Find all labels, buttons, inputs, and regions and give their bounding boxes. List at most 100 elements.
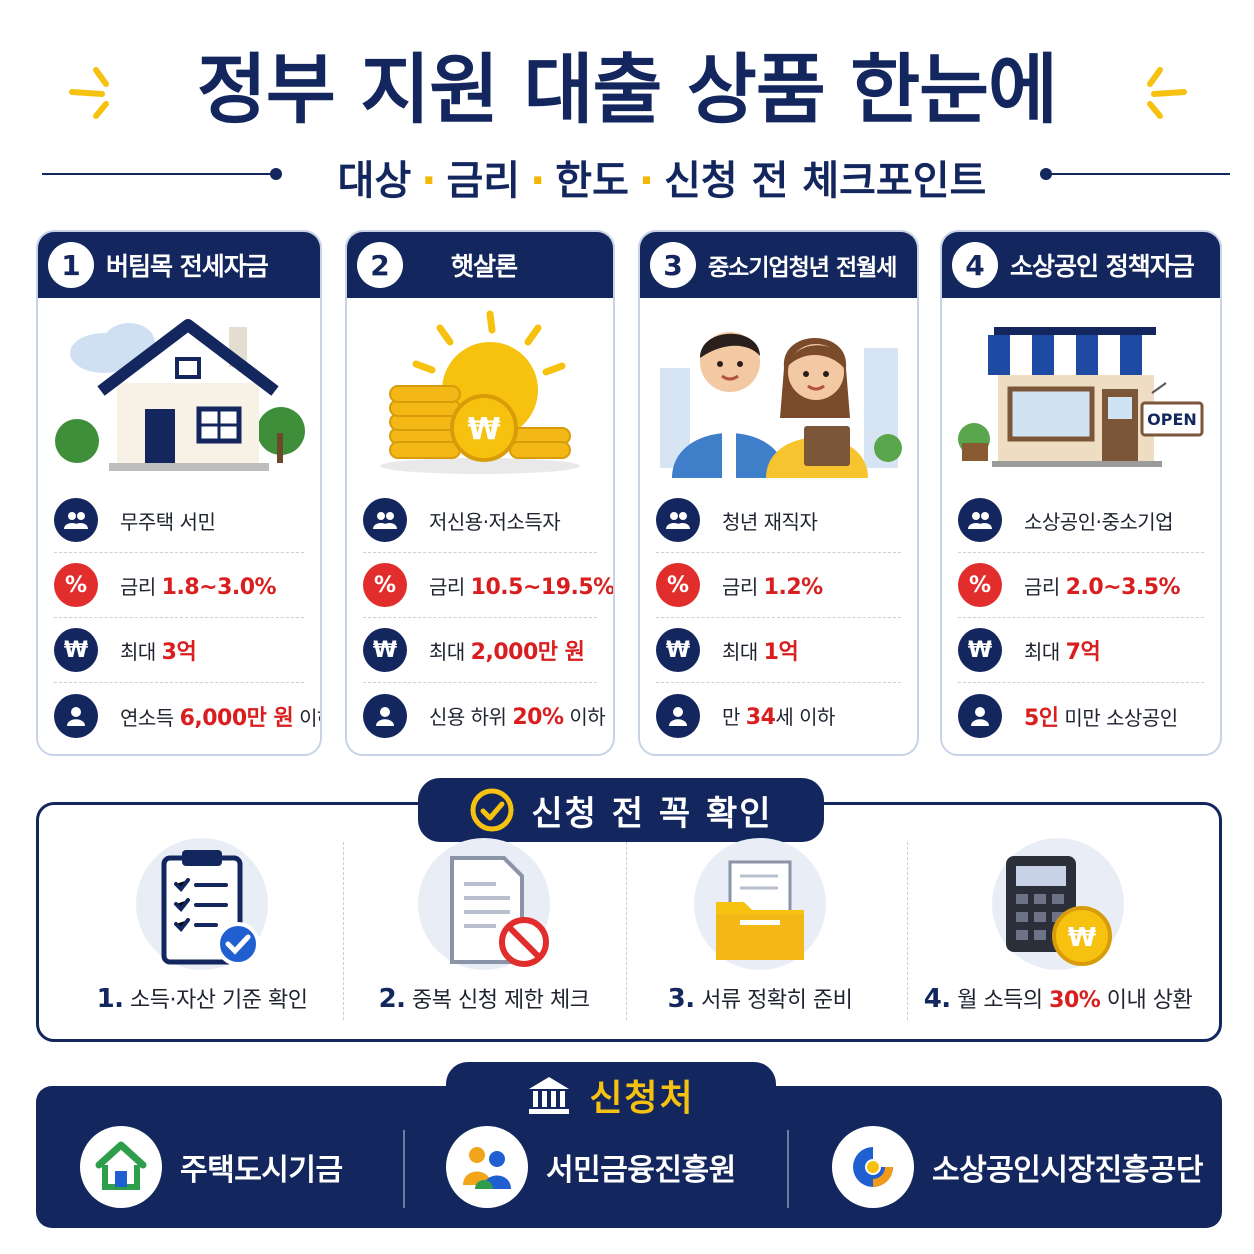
card-title: 소상공인 정책자금 [1010, 252, 1195, 281]
coins-sun-icon: ₩ [380, 310, 580, 474]
card-row-target: 무주택 서민 [54, 488, 304, 553]
row-text: 금리 [120, 574, 162, 599]
row-text: 최대 [1024, 640, 1066, 664]
row-highlight: 1.2% [763, 574, 824, 600]
subtitle-line-right [1048, 173, 1230, 175]
checklist-highlight: 30% [1049, 988, 1101, 1013]
row-text: 금리 [429, 574, 471, 599]
card-row-condition: 연소득 6,000만 원 이하 [54, 683, 320, 748]
checklist-divider [343, 842, 344, 1020]
row-highlight: 1억 [763, 640, 799, 665]
card-title: 햇살론 [451, 252, 518, 281]
product-card-2: 2 햇살론 ₩ 저신용 [345, 230, 615, 756]
checklist-number: 1. [96, 984, 124, 1014]
row-text: 최대 [722, 640, 764, 664]
card-header: 4 소상공인 정책자금 [942, 232, 1220, 298]
agency-name: 서민금융진흥원 [546, 1153, 736, 1188]
sparkle-right-icon [1147, 67, 1187, 119]
card-row-limit: ₩ 최대 7억 [958, 618, 1204, 683]
row-highlight: 1.8~3.0% [161, 574, 277, 600]
checklist-text: 소득·자산 기준 확인 [130, 988, 308, 1013]
card-header: 3 중소기업청년 전월세 [640, 232, 917, 298]
house-icon [55, 319, 305, 471]
folder-document-icon [716, 860, 804, 960]
card-row-target: 청년 재직자 [656, 488, 901, 553]
checklist-text: 중복 신청 제한 체크 [412, 988, 590, 1013]
bank-icon [529, 1077, 570, 1114]
subtitle-dot-left [270, 168, 282, 180]
users-icon [54, 498, 98, 542]
card-row-limit: ₩ 최대 2,000만 원 [363, 618, 597, 683]
won-icon: ₩ [958, 628, 1002, 672]
calculator-coin-icon: ₩ [1006, 856, 1112, 966]
percent-icon: % [656, 563, 700, 607]
card-number: 3 [650, 242, 696, 288]
agency-kinfa[interactable]: 서민금융진흥원 [446, 1124, 736, 1210]
card-row-condition: 5인 미만 소상공인 [958, 683, 1204, 748]
checklist-title: 신청 전 꼭 확인 [531, 793, 773, 834]
checklist-header: 신청 전 꼭 확인 [418, 778, 824, 842]
subtitle-separator: · [421, 158, 437, 204]
swirl-logo-icon [832, 1126, 914, 1208]
won-icon: ₩ [363, 628, 407, 672]
subtitle-row: 대상 · 금리 · 한도 · 신청 전 체크포인트 [42, 148, 1230, 204]
checklist-text-suffix: 이내 상환 [1100, 988, 1193, 1013]
card-row-condition: 만 34세 이하 [656, 683, 901, 748]
row-text-suffix: 세 이하 [775, 705, 835, 729]
row-text: 최대 [429, 640, 471, 664]
card-number: 1 [48, 242, 94, 288]
page-title: 정부 지원 대출 상품 한눈에 [197, 45, 1058, 134]
checklist-number: 4. [923, 984, 951, 1014]
subtitle: 대상 · 금리 · 한도 · 신청 전 체크포인트 [292, 148, 1032, 206]
percent-icon: % [958, 563, 1002, 607]
row-text: 금리 [1024, 574, 1066, 599]
row-text-suffix: 이하 [299, 705, 320, 730]
percent-icon: % [363, 563, 407, 607]
svg-text:₩: ₩ [467, 412, 500, 447]
row-highlight: 34 [745, 705, 776, 730]
subtitle-limit: 한도 [555, 158, 629, 204]
row-text: 만 [722, 705, 746, 729]
product-card-1: 1 버팀목 전세자금 무주택 서민 % 금리 1.8~3.0% [36, 230, 322, 756]
subtitle-line-left [42, 173, 270, 175]
apply-divider [787, 1130, 789, 1208]
checklist-text: 서류 정확히 준비 [701, 988, 853, 1013]
checklist-item-2: 2. 중복 신청 제한 체크 [336, 832, 632, 1032]
product-card-4: 4 소상공인 정책자금 OPEN 소상공인·중소기업 [940, 230, 1222, 756]
subtitle-target: 대상 [337, 158, 412, 204]
users-icon [363, 498, 407, 542]
apply-title: 신청처 [589, 1078, 695, 1119]
row-highlight: 7억 [1065, 640, 1101, 665]
person-icon [656, 693, 700, 738]
row-highlight: 10.5~19.5% [470, 574, 615, 600]
agency-semas[interactable]: 소상공인시장진흥공단 [832, 1124, 1204, 1210]
card-row-rate: % 금리 1.8~3.0% [54, 553, 304, 618]
checklist-number: 2. [378, 984, 406, 1014]
agency-housing-fund[interactable]: 주택도시기금 [80, 1124, 343, 1210]
card-row-condition: 신용 하위 20% 이하 [363, 683, 606, 748]
young-couple-icon [659, 332, 902, 478]
row-highlight: 2,000만 원 [470, 640, 585, 665]
card-title: 중소기업청년 전월세 [708, 255, 897, 281]
open-sign-text: OPEN [1147, 410, 1197, 429]
check-circle-icon [470, 788, 514, 832]
checklist-number: 3. [667, 984, 695, 1014]
card-row-target: 소상공인·중소기업 [958, 488, 1204, 553]
row-text: 청년 재직자 [722, 509, 818, 534]
subtitle-rate: 금리 [446, 158, 521, 204]
people-logo-icon [446, 1126, 528, 1208]
row-highlight: 2.0~3.5% [1065, 574, 1181, 600]
row-highlight: 3억 [161, 640, 197, 665]
agency-name: 소상공인시장진흥공단 [932, 1153, 1204, 1188]
subtitle-checkpoint: 신청 전 체크포인트 [664, 158, 987, 204]
row-text: 무주택 서민 [120, 509, 216, 534]
row-text: 신용 하위 [429, 705, 513, 729]
house-logo-icon [80, 1126, 162, 1208]
row-text: 연소득 [120, 705, 180, 730]
users-icon [656, 498, 700, 542]
card-number: 2 [357, 242, 403, 288]
row-highlight: 6,000만 원 [179, 705, 294, 731]
person-icon [958, 693, 1002, 738]
card-number: 4 [952, 242, 998, 288]
row-highlight: 20% [512, 705, 564, 730]
